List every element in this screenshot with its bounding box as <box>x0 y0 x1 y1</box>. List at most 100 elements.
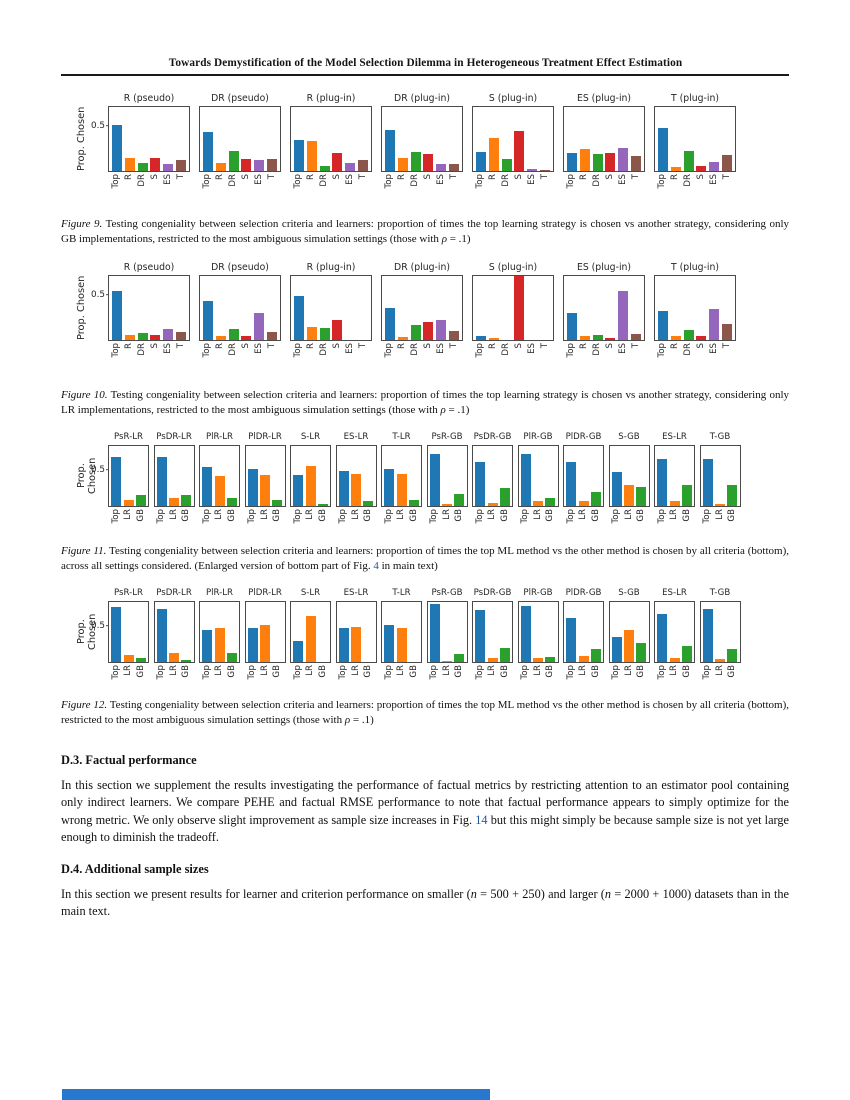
bar-Top <box>293 474 304 506</box>
x-tick-label: GB <box>499 509 510 522</box>
x-tick-label: ES <box>345 174 356 185</box>
subplot-S-GB: S-GB Top LR GB <box>608 432 650 533</box>
x-tick-label: Top <box>474 509 485 524</box>
x-tick-label: LR <box>623 665 634 676</box>
x-tick-label: GB <box>408 665 419 678</box>
x-tick-label: LR <box>578 665 589 676</box>
figure14-reference-link[interactable]: 14 <box>475 812 488 827</box>
x-tick-label: Top <box>338 665 349 680</box>
x-tick-labels: Top LR GB <box>700 665 741 689</box>
axes-box <box>608 601 650 663</box>
x-tick-label: Top <box>565 509 576 524</box>
x-tick-label: DR <box>228 174 239 187</box>
x-tick-label: LR <box>350 665 361 676</box>
bar-DR <box>228 329 239 340</box>
bar-GB <box>499 647 510 662</box>
axes-box: 0.5 <box>91 445 149 507</box>
subplot-title: PlDR-LR <box>248 588 282 598</box>
x-tick-label: GB <box>590 665 601 678</box>
x-tick-label: ES <box>709 343 720 354</box>
subplot-S-LR: S-LR Top LR GB <box>290 432 331 533</box>
x-tick-label: R <box>306 343 317 349</box>
bar-Top <box>566 462 577 506</box>
axes-box <box>290 601 331 663</box>
x-tick-label: LR <box>123 509 134 520</box>
x-tick-label: ES <box>254 343 265 354</box>
bar-LR <box>396 474 407 506</box>
bar-T <box>631 333 642 340</box>
x-tick-label: LR <box>259 509 270 520</box>
x-tick-label: GB <box>545 665 556 678</box>
axes-box <box>654 601 695 663</box>
bar-Top <box>611 637 622 662</box>
bar-LR <box>669 501 680 506</box>
subplot-title: PsR-LR <box>114 432 143 442</box>
bar-Top <box>475 152 486 171</box>
x-tick-label: T <box>267 174 278 180</box>
bar-DR <box>319 328 330 340</box>
x-tick-label: GB <box>636 509 647 522</box>
subplot-R (plug-in): R (plug-in) Top R DR S ES T <box>290 262 372 369</box>
bar-GB <box>499 487 510 506</box>
bar-LR <box>260 474 270 506</box>
subplot-strip: R (pseudo) 0.5 Top R DR S ES T DR (pseudo) Top R DR… <box>91 262 736 369</box>
bar-GB <box>454 494 465 506</box>
bar-GB <box>681 646 692 662</box>
x-tick-label: Top <box>202 343 213 358</box>
subplot-PlR-LR: PlR-LR Top LR GB <box>199 588 240 689</box>
bar-GB <box>681 484 692 506</box>
axes-box <box>563 106 645 172</box>
x-tick-label: R <box>215 343 226 349</box>
x-tick-label: Top <box>247 509 258 524</box>
subplot-ES-LR: ES-LR Top LR GB <box>335 588 377 689</box>
subplot-PlDR-LR: PlDR-LR Top LR GB <box>244 588 286 689</box>
figure9-bar-charts: Prop. Chosen R (pseudo) 0.5 Top R DR S ES T DR (p… <box>62 93 736 200</box>
subplot-title: S-GB <box>618 588 640 598</box>
x-tick-label: T <box>176 174 187 180</box>
x-tick-label: Top <box>201 665 212 680</box>
x-tick-labels: Top LR GB <box>563 665 604 689</box>
bar-LR <box>442 660 452 662</box>
subplot-title: PlDR-GB <box>565 588 602 598</box>
figure10-caption: Figure 10. Testing congeniality between … <box>61 388 789 417</box>
x-tick-labels: Top LR GB <box>290 509 331 533</box>
bar-R <box>670 336 681 340</box>
x-tick-label: S <box>332 343 343 349</box>
bar-LR <box>123 654 134 662</box>
x-tick-label: LR <box>168 509 179 520</box>
bar-Top <box>293 640 304 662</box>
x-tick-label: Top <box>292 665 303 680</box>
bar-LR <box>351 473 361 506</box>
x-tick-label: GB <box>408 509 419 522</box>
subplot-title: T (plug-in) <box>671 262 719 273</box>
axes-box <box>153 445 195 507</box>
figure4-reference-link[interactable]: 4 <box>373 559 379 572</box>
section-d3-paragraph: In this section we supplement the result… <box>61 777 789 846</box>
subplot-title: T-LR <box>392 588 411 598</box>
x-tick-labels: Top R DR S ES T <box>290 343 372 369</box>
d3-text-tail: but this might simply be because sample … <box>61 812 790 844</box>
x-tick-label: S <box>241 343 252 349</box>
x-tick-label: DR <box>137 343 148 356</box>
bar-GB <box>636 642 647 662</box>
x-tick-labels: Top R DR S ES T <box>563 343 645 369</box>
x-tick-label: GB <box>681 665 692 678</box>
bar-LR <box>169 652 179 662</box>
x-tick-label: GB <box>545 509 556 522</box>
bar-R <box>215 163 226 171</box>
x-tick-label: LR <box>487 509 498 520</box>
x-tick-label: Top <box>201 509 212 524</box>
subplot-strip: PsR-LR 0.5 Top LR GB PsDR-LR Top LR GB PlR-LR Top L… <box>91 588 741 689</box>
y-axis-label: Prop. Chosen <box>76 613 98 651</box>
subplot-title: DR (pseudo) <box>211 93 269 104</box>
x-tick-label: LR <box>350 509 361 520</box>
subplot-DR (pseudo): DR (pseudo) Top R DR S ES T <box>199 262 281 369</box>
subplot-title: PsR-GB <box>431 432 463 442</box>
bar-Top <box>702 609 713 662</box>
x-tick-label: LR <box>123 665 134 676</box>
x-tick-label: GB <box>363 509 374 522</box>
x-tick-label: GB <box>135 665 146 678</box>
x-tick-labels: Top R DR S ES T <box>108 343 190 369</box>
y-tick-label: 0.5 <box>91 622 109 631</box>
bar-Top <box>657 614 668 662</box>
